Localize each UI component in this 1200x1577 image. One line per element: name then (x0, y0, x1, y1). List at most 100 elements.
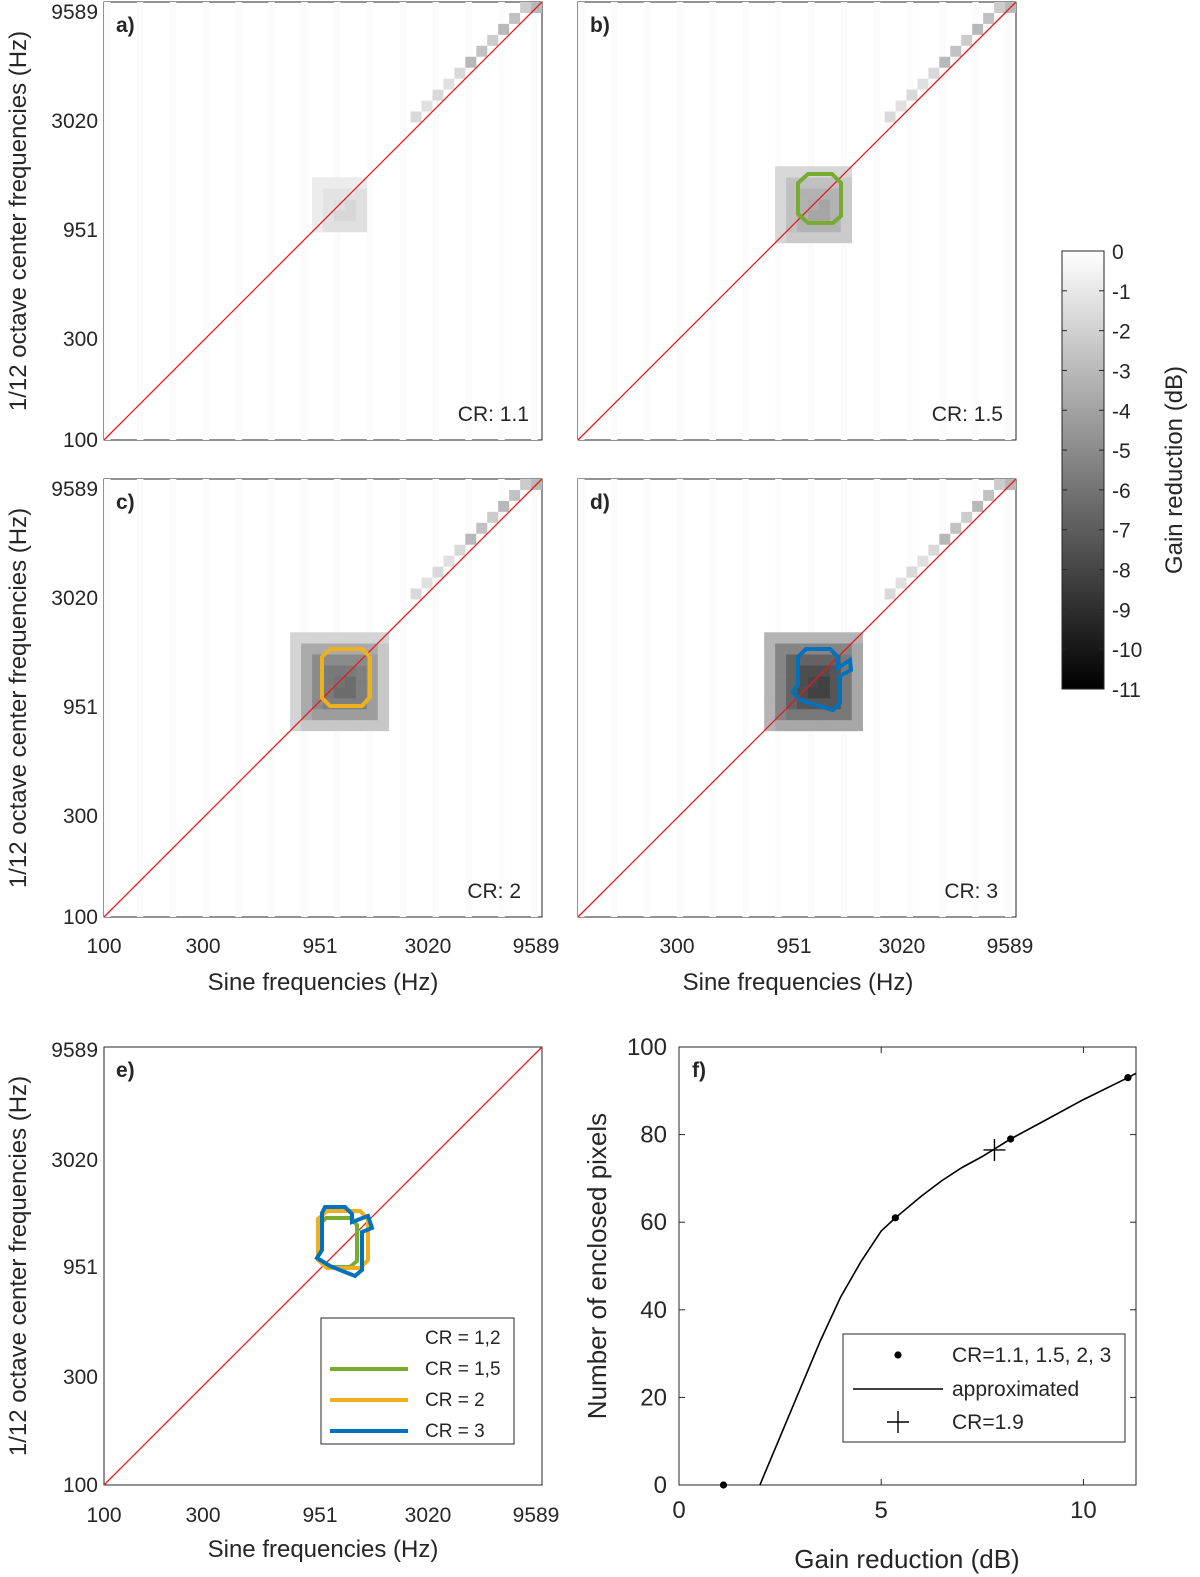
heatmap-cell (818, 687, 831, 699)
heatmap-cell (290, 665, 302, 677)
panel-a-label: a) (116, 14, 135, 37)
heatmap-cell (377, 687, 389, 699)
heatmap-cell (840, 654, 853, 666)
heatmap-cell (807, 665, 820, 677)
heatmap-background-column (709, 479, 716, 917)
heatmap-cell (775, 665, 787, 677)
heatmap-cell (786, 665, 798, 677)
heatmap-cell (366, 708, 379, 721)
heatmap-cell (807, 687, 820, 699)
heatmap-cell (851, 698, 863, 710)
heatmap-background-column (578, 479, 585, 917)
heatmap-cell (829, 708, 842, 721)
heatmap-diagonal-cell (917, 555, 929, 567)
panel-a-cr-text: CR: 1.1 (458, 403, 529, 426)
heatmap-diagonal-cell (476, 522, 488, 534)
heatmap-cell (333, 687, 346, 699)
heatmap-cell (323, 221, 335, 233)
heatmap-background-column (202, 2, 210, 440)
colorbar-tick-label: -9 (1112, 599, 1131, 622)
panel-d-xtick: 300 (659, 935, 694, 958)
data-point (891, 1214, 899, 1222)
heatmap-diagonal-cell (509, 12, 521, 24)
heatmap-background-column (873, 479, 881, 917)
heatmap-cell (851, 708, 863, 721)
heatmap-cell (323, 665, 335, 677)
panel-c-label: c) (116, 491, 135, 514)
heatmap-cell (366, 698, 379, 710)
heatmap-background-column (465, 479, 472, 917)
heatmap-cell (366, 665, 379, 677)
heatmap-cell (829, 665, 842, 677)
heatmap-cell (764, 698, 776, 710)
heatmap-background-column (268, 479, 275, 917)
heatmap-cell (366, 654, 379, 666)
heatmap-cell (786, 654, 798, 666)
heatmap-cell (775, 632, 787, 644)
panel-f-points (719, 1074, 1132, 1489)
heatmap-cell (807, 221, 820, 233)
heatmap-background-column (235, 479, 242, 917)
heatmap-cell (840, 708, 853, 721)
heatmap-diagonal-cell (884, 588, 896, 600)
f-ytick-label: 80 (640, 1122, 667, 1149)
f-xtick-label: 0 (672, 1497, 685, 1524)
heatmap-cell (301, 632, 313, 644)
heatmap-cell (807, 177, 820, 189)
panel-a: a) CR: 1.1 100 300 951 3020 9589 1/12 oc… (5, 1, 543, 452)
heatmap-cell (786, 231, 798, 244)
heatmap-cell (323, 654, 335, 666)
heatmap-cell (764, 654, 776, 666)
panel-c-xtick: 300 (185, 935, 220, 958)
colorbar-tick-label: -1 (1112, 281, 1131, 304)
heatmap-cell (377, 719, 389, 732)
panel-f-xlabel: Gain reduction (dB) (794, 1544, 1019, 1574)
heatmap-cell (312, 199, 324, 211)
heatmap-cell (312, 188, 324, 200)
heatmap-cell (764, 632, 776, 644)
panel-e-xtick: 3020 (405, 1504, 452, 1527)
heatmap-cell (775, 177, 787, 189)
heatmap-diagonal-cell (950, 45, 962, 57)
heatmap-diagonal-cell (928, 544, 940, 556)
heatmap-cell (829, 698, 842, 710)
heatmap-diagonal-cell (487, 34, 499, 46)
heatmap-diagonal-cell (950, 522, 962, 534)
panel-e-legend: CR = 1,2 CR = 1,5 CR = 2 CR = 3 (320, 1317, 515, 1445)
heatmap-cell (301, 719, 313, 732)
heatmap-diagonal-cell (410, 111, 422, 123)
panel-b-diagonal (577, 1, 1017, 441)
panel-e-ytick: 100 (63, 1474, 98, 1497)
heatmap-cell (333, 708, 346, 721)
legend-entry-cross: CR=1.9 (952, 1411, 1024, 1434)
heatmap-diagonal-cell (410, 588, 422, 600)
heatmap-cell (818, 654, 831, 666)
heatmap-cell (312, 665, 324, 677)
heatmap-cell (818, 210, 831, 222)
heatmap-cell (355, 676, 368, 688)
heatmap-cell (312, 654, 324, 666)
panel-b-contour-cr15 (796, 172, 843, 225)
panel-a-ytick: 300 (63, 328, 98, 351)
heatmap-diagonal-cell (884, 111, 896, 123)
panel-f-label: f) (692, 1059, 706, 1082)
heatmap-cell (377, 665, 389, 677)
colorbar-tick-label: -7 (1112, 520, 1131, 543)
heatmap-background-column (498, 479, 505, 917)
heatmap-diagonal-cell (421, 100, 433, 112)
heatmap-background-column (531, 2, 538, 440)
panel-d: d) CR: 3 300 951 3020 9589 Sine frequenc… (577, 478, 1033, 996)
heatmap-cell (344, 708, 357, 721)
heatmap-background-column (136, 2, 144, 440)
heatmap-cell (807, 166, 820, 178)
heatmap-cell (333, 177, 346, 189)
f-ytick-label: 20 (640, 1384, 667, 1411)
heatmap-background-column (610, 479, 618, 917)
heatmap-cell (851, 719, 863, 732)
heatmap-cell (366, 676, 379, 688)
panel-a-ytick: 9589 (51, 1, 98, 24)
heatmap-cell (775, 643, 787, 655)
heatmap-cell (344, 177, 357, 189)
heatmap-cell (818, 632, 831, 644)
